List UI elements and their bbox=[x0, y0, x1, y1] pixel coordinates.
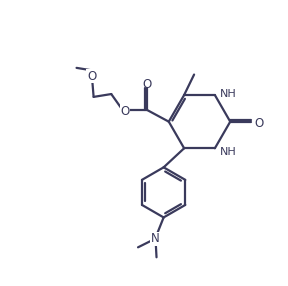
Text: NH: NH bbox=[220, 146, 237, 156]
Text: N: N bbox=[151, 232, 160, 245]
Text: O: O bbox=[87, 70, 96, 83]
Text: NH: NH bbox=[220, 89, 237, 99]
Text: O: O bbox=[254, 117, 264, 130]
Text: O: O bbox=[121, 105, 130, 118]
Text: O: O bbox=[142, 78, 151, 91]
